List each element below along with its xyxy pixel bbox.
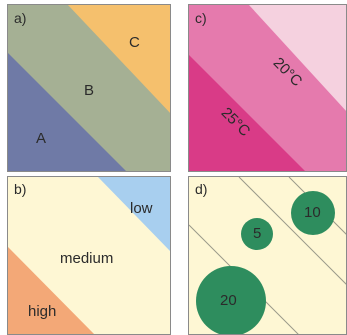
zone-high-label: high [28, 303, 57, 320]
circle-5 [241, 218, 273, 250]
panel-b-label: b) [14, 181, 27, 197]
panel-d-label: d) [195, 181, 208, 197]
panel-c-zones [189, 5, 346, 171]
zone-low-label: low [130, 200, 153, 217]
panel-a: a) A B C [7, 4, 171, 172]
zone-medium-label: medium [60, 250, 114, 267]
zone-a-area [8, 53, 126, 171]
zone-high-area [8, 247, 95, 334]
zone-c-label: C [129, 34, 140, 51]
circle-20-label: 20 [220, 292, 237, 309]
panel-b: b) high medium low [7, 176, 171, 335]
zone-25c-area [189, 55, 305, 171]
circle-10 [291, 191, 335, 235]
panel-c: c) 25°C 20°C [188, 4, 347, 172]
zone-b-label: B [84, 82, 95, 99]
circle-20 [196, 266, 266, 334]
panel-a-zones [8, 5, 170, 171]
panel-a-label: a) [14, 10, 27, 26]
circle-5-label: 5 [253, 225, 262, 242]
zone-a-label: A [36, 130, 47, 147]
panel-c-label: c) [195, 10, 207, 26]
panel-d: d) 20 5 10 [188, 176, 347, 335]
panel-d-graphic [189, 177, 346, 334]
circle-10-label: 10 [304, 204, 321, 221]
boundary-line [238, 177, 346, 285]
panel-b-zones [8, 177, 170, 334]
